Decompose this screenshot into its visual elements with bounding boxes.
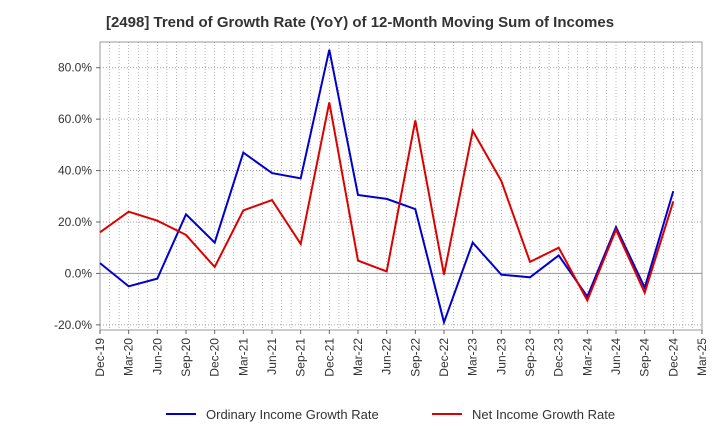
- legend: Ordinary Income Growth Rate Net Income Gr…: [166, 407, 615, 422]
- x-tick-label: Sep-23: [523, 338, 537, 377]
- x-tick-label: Dec-19: [93, 338, 107, 377]
- series-line: [99, 102, 675, 303]
- x-tick-label: Jun-24: [609, 338, 623, 375]
- x-tick-label: Mar-20: [122, 338, 136, 376]
- x-tick-label: Mar-22: [351, 338, 365, 376]
- x-tick-label: Dec-21: [322, 338, 336, 377]
- series-lines: [99, 49, 675, 326]
- x-tick-label: Jun-21: [265, 338, 279, 375]
- x-tick-label: Dec-23: [552, 338, 566, 377]
- x-tick-label: Dec-24: [666, 338, 680, 377]
- legend-label: Net Income Growth Rate: [472, 407, 615, 422]
- x-tick-label: Mar-21: [236, 338, 250, 376]
- x-tick-label: Jun-23: [494, 338, 508, 375]
- x-axis: Dec-19 Mar-20 Jun-20 Sep-20 Dec-20 Mar-21 Jun-…: [93, 330, 709, 377]
- plot-area: [99, 41, 703, 331]
- y-tick-label: 40.0%: [58, 164, 92, 178]
- x-tick-label: Sep-24: [638, 338, 652, 377]
- y-tick-label: -20.0%: [54, 318, 92, 332]
- y-tick-label: 80.0%: [58, 61, 92, 75]
- y-tick-label: 60.0%: [58, 112, 92, 126]
- grid-lines: [100, 42, 702, 330]
- x-tick-label: Sep-20: [179, 338, 193, 377]
- legend-label: Ordinary Income Growth Rate: [206, 407, 379, 422]
- x-tick-label: Dec-22: [437, 338, 451, 377]
- x-tick-label: Jun-20: [150, 338, 164, 375]
- x-tick-label: Dec-20: [208, 338, 222, 377]
- x-tick-label: Mar-25: [695, 338, 709, 376]
- y-axis: -20.0% 0.0% 20.0% 40.0% 60.0% 80.0%: [54, 61, 100, 332]
- y-tick-label: 0.0%: [65, 266, 93, 280]
- x-tick-label: Mar-23: [466, 338, 480, 376]
- x-tick-label: Sep-21: [294, 338, 308, 377]
- chart-title: [2498] Trend of Growth Rate (YoY) of 12-…: [105, 14, 615, 31]
- y-tick-label: 20.0%: [58, 215, 92, 229]
- x-tick-label: Sep-22: [408, 338, 422, 377]
- x-tick-label: Mar-24: [580, 338, 594, 376]
- x-tick-label: Jun-22: [380, 338, 394, 375]
